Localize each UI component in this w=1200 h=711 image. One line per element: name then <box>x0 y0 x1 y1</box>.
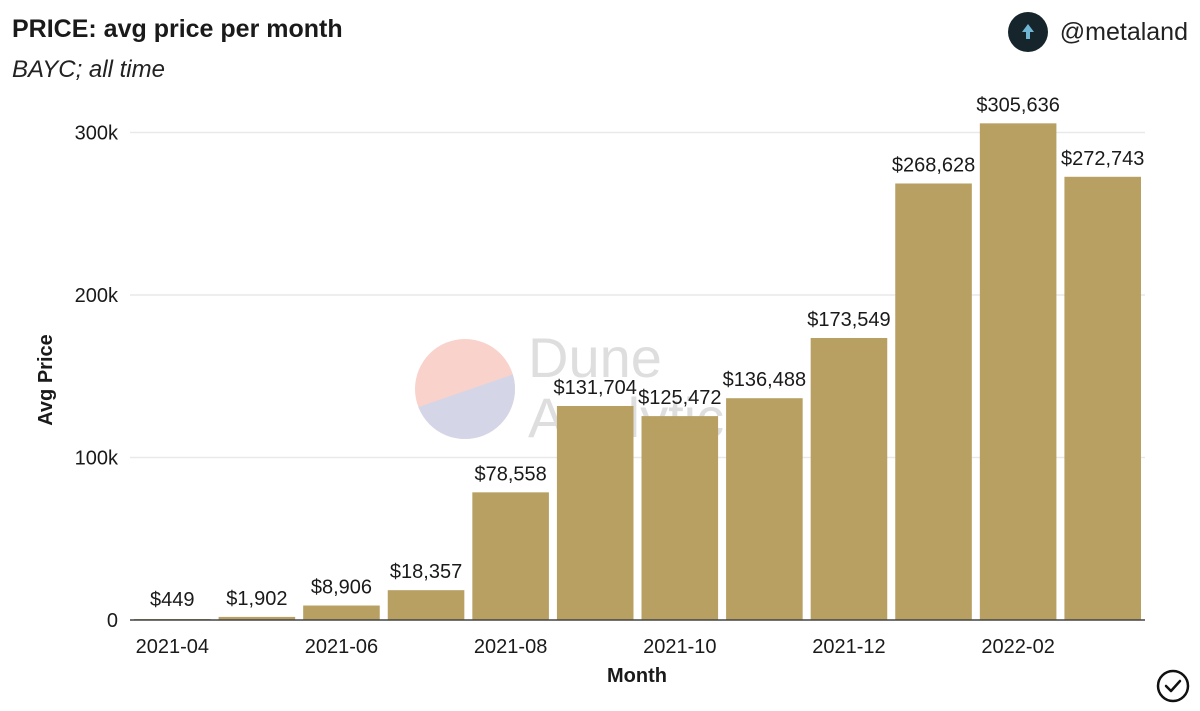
checkmark-circle-icon[interactable] <box>1156 669 1190 703</box>
dune-logo-icon <box>415 339 515 439</box>
bar <box>556 405 634 620</box>
bar <box>387 590 465 620</box>
watermark-line1: Dune <box>528 326 662 389</box>
x-tick-label: 2021-10 <box>643 636 716 658</box>
data-label: $125,472 <box>638 387 721 409</box>
x-axis-label: Month <box>607 665 667 687</box>
data-label: $131,704 <box>553 377 636 399</box>
metaland-logo-icon <box>1007 12 1048 52</box>
x-tick-label: 2021-06 <box>305 636 378 658</box>
bar <box>979 123 1057 621</box>
bar <box>726 398 803 620</box>
x-axis: 2021-04 2021-06 2021-08 2021-10 2021-12 2022-… <box>130 619 1145 658</box>
x-tick-label: 2021-12 <box>812 636 885 658</box>
bar <box>810 337 888 620</box>
bar <box>218 616 296 620</box>
bars <box>134 123 1141 621</box>
data-label: $268,628 <box>892 154 975 176</box>
y-axis: 0 100k 200k 300k <box>75 123 119 633</box>
y-tick-label: 300k <box>75 123 119 145</box>
data-label: $173,549 <box>807 309 890 331</box>
bar <box>641 416 719 620</box>
x-tick-label: 2021-04 <box>136 636 209 658</box>
y-axis-label: Avg Price <box>35 334 57 426</box>
y-tick-label: 200k <box>75 285 119 307</box>
data-label: $78,558 <box>474 463 546 485</box>
bar <box>472 492 549 620</box>
data-labels: $449 $1,902$8,906$18,357$78,558$131,704 $1… <box>150 94 1144 611</box>
data-label: $449 <box>150 589 195 611</box>
data-label: $8,906 <box>311 577 372 599</box>
x-tick-label: 2021-08 <box>474 636 547 658</box>
account-handle[interactable]: @metaland <box>1059 17 1188 46</box>
data-label: $305,636 <box>976 94 1059 116</box>
account-badge[interactable]: @metaland <box>1007 12 1188 52</box>
bar <box>1064 176 1141 621</box>
gridlines <box>130 131 1145 459</box>
chart-subtitle: BAYC; all time <box>12 56 165 83</box>
y-tick-label: 0 <box>107 610 118 632</box>
data-label: $18,357 <box>390 561 462 583</box>
bar <box>895 183 972 621</box>
x-tick-label: 2022-02 <box>981 636 1054 658</box>
data-label: $1,902 <box>226 588 287 610</box>
chart-title: PRICE: avg price per month <box>12 15 343 43</box>
data-label: $272,743 <box>1061 148 1144 170</box>
bar <box>303 605 380 620</box>
data-label: $136,488 <box>723 369 806 391</box>
y-tick-label: 100k <box>75 448 119 470</box>
